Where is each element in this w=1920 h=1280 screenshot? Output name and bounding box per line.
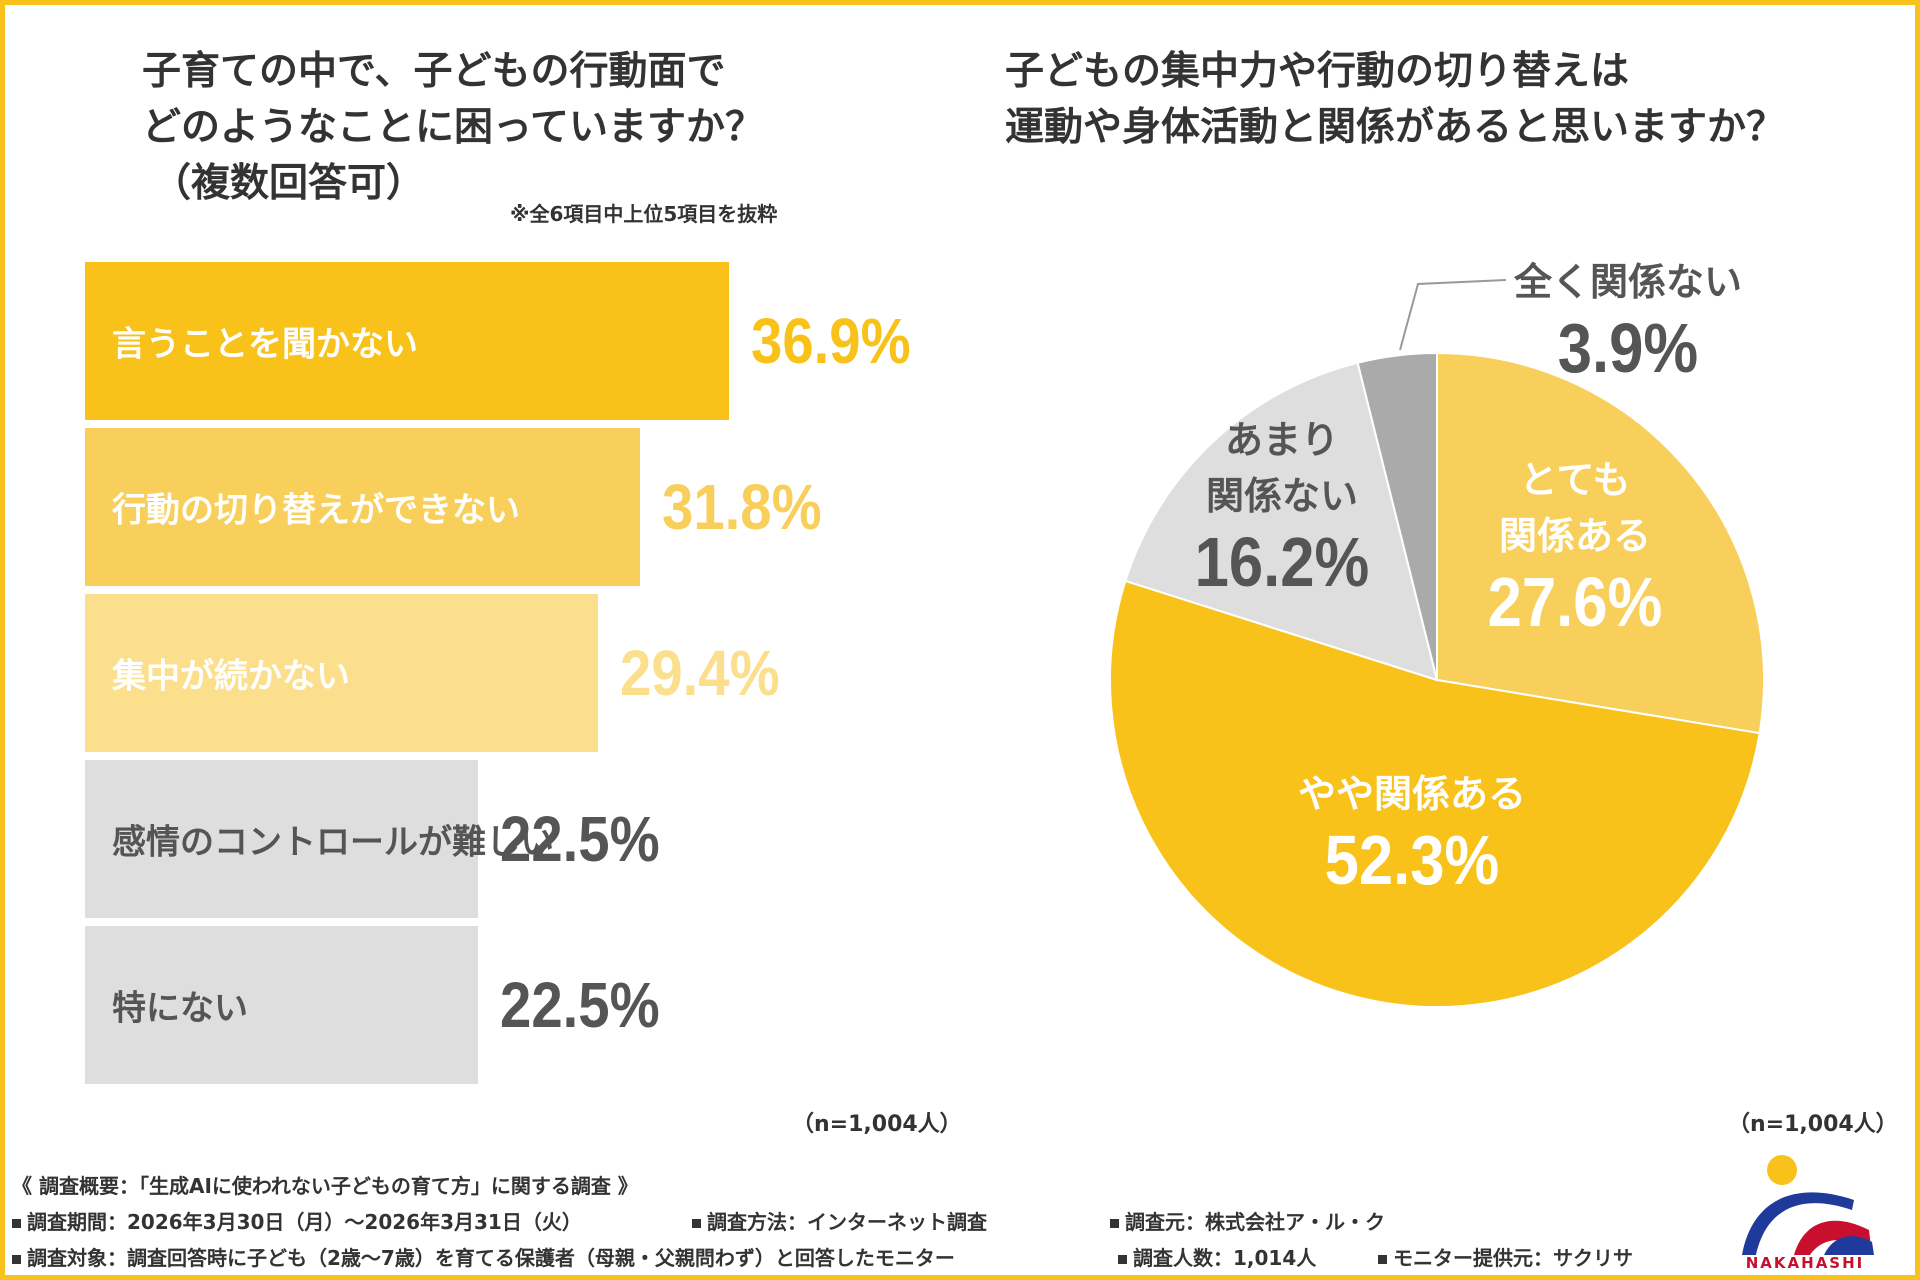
survey-target-text: 調査対象：調査回答時に子ども（2歳～7歳）を育てる保護者（母親・父親問わず）と回… xyxy=(27,1246,955,1270)
bar-value-label: 36.9% xyxy=(751,305,911,377)
bullet-icon xyxy=(12,1255,21,1264)
logo-text: NAKAHASHI xyxy=(1745,1254,1865,1272)
bullet-icon xyxy=(1378,1255,1387,1264)
pie-label-3: あまり関係ない 16.2% xyxy=(1183,412,1381,600)
pie-label-1: とても関係ある 27.6% xyxy=(1476,452,1674,640)
pie-slice-1 xyxy=(1436,351,1765,735)
survey-count-text: 調査人数：1,014人 xyxy=(1133,1246,1317,1270)
survey-period-text: 調査期間：2026年3月30日（月）～2026年3月31日（火） xyxy=(27,1210,582,1234)
pie-leader-line xyxy=(1399,279,1507,351)
survey-provider: モニター提供元：サクリサ xyxy=(1378,1242,1633,1271)
left-question-line2: どのようなことに困っていますか？ xyxy=(142,105,765,150)
bullet-icon xyxy=(1110,1219,1119,1228)
bar-2 xyxy=(85,428,640,586)
survey-target: 調査対象：調査回答時に子ども（2歳～7歳）を育てる保護者（母親・父親問わず）と回… xyxy=(12,1242,955,1271)
pie-category-label: 全く関係ない xyxy=(1513,260,1743,304)
survey-period: 調査期間：2026年3月30日（月）～2026年3月31日（火） xyxy=(12,1206,582,1235)
pie-value-label: 52.3% xyxy=(1324,821,1500,899)
pie-value-label: 27.6% xyxy=(1487,563,1663,641)
pie-chart-sample-size: （n=1,004人） xyxy=(1728,1112,1898,1137)
bar-value-label: 22.5% xyxy=(500,803,660,875)
pie-slice-4 xyxy=(1356,351,1438,681)
pie-slice-2 xyxy=(1109,579,1761,1008)
right-question-line1: 子どもの集中力や行動の切り替えは xyxy=(1005,49,1630,94)
pie-value-label: 3.9% xyxy=(1557,309,1699,387)
pie-value-label: 16.2% xyxy=(1194,523,1370,601)
bar-category-label: 特にない xyxy=(112,988,248,1029)
survey-overview-title: 《 調査概要：「生成AIに使われない子どもの育て方」に関する調査 》 xyxy=(12,1174,638,1198)
survey-method: 調査方法：インターネット調査 xyxy=(692,1206,987,1235)
excerpt-note: ※全6項目中上位5項目を抜粋 xyxy=(510,202,778,226)
pie-label-4: 全く関係ない 3.9% xyxy=(1514,254,1742,386)
pie-slice-3 xyxy=(1124,361,1439,682)
bar-category-label: 感情のコントロールが難しい xyxy=(112,822,554,863)
survey-source: 調査元：株式会社ア・ル・ク xyxy=(1110,1206,1385,1235)
bullet-icon xyxy=(692,1219,701,1228)
pie-category-label: やや関係ある xyxy=(1297,772,1527,816)
bar-3 xyxy=(85,594,598,752)
left-question-title: 子育ての中で、子どもの行動面で どのようなことに困っていますか？ （複数回答可） xyxy=(142,44,862,212)
survey-source-text: 調査元：株式会社ア・ル・ク xyxy=(1125,1210,1385,1234)
bullet-icon xyxy=(12,1219,21,1228)
bullet-icon xyxy=(1118,1255,1127,1264)
pie-category-label: 関係ない xyxy=(1205,474,1359,518)
bar-value-label: 31.8% xyxy=(662,471,822,543)
bar-value-label: 29.4% xyxy=(620,637,780,709)
bar-5 xyxy=(85,926,478,1084)
left-question-line1: 子育ての中で、子どもの行動面で xyxy=(142,49,726,94)
bar-category-label: 集中が続かない xyxy=(112,656,350,697)
bar-category-label: 言うことを聞かない xyxy=(112,324,418,365)
survey-method-text: 調査方法：インターネット調査 xyxy=(707,1210,987,1234)
pie-category-label: 関係ある xyxy=(1498,514,1652,558)
pie-category-label: あまり xyxy=(1224,418,1340,462)
bar-1 xyxy=(85,262,729,420)
nakahashi-logo-icon xyxy=(1742,1155,1874,1255)
bar-chart-sample-size: （n=1,004人） xyxy=(792,1112,962,1137)
right-question-title: 子どもの集中力や行動の切り替えは 運動や身体活動と関係があると思いますか？ xyxy=(1005,44,1905,156)
left-question-line3: （複数回答可） xyxy=(152,161,426,206)
survey-provider-text: モニター提供元：サクリサ xyxy=(1393,1246,1633,1270)
bar-category-label: 行動の切り替えができない xyxy=(112,490,520,531)
survey-count: 調査人数：1,014人 xyxy=(1118,1242,1316,1271)
bar-4 xyxy=(85,760,478,918)
right-question-line2: 運動や身体活動と関係があると思いますか？ xyxy=(1005,105,1786,150)
pie-category-label: とても xyxy=(1519,458,1631,502)
pie-label-2: やや関係ある 52.3% xyxy=(1298,766,1526,898)
bar-value-label: 22.5% xyxy=(500,969,660,1041)
